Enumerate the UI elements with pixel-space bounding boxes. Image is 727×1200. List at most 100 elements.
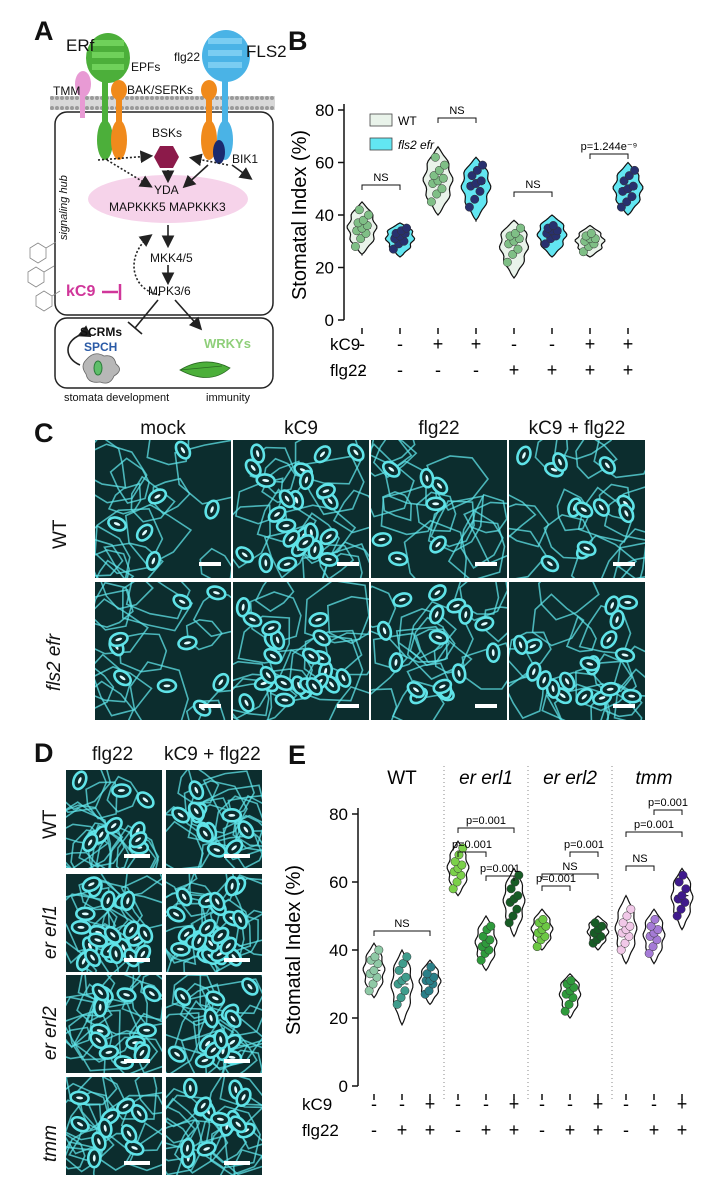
stomata-development-label: stomata development bbox=[64, 392, 170, 404]
pavement-cell bbox=[166, 820, 204, 868]
condition-sign: + bbox=[585, 334, 596, 354]
significance-label: NS bbox=[525, 179, 540, 191]
stoma bbox=[428, 604, 445, 625]
data-point bbox=[630, 165, 640, 175]
stoma bbox=[318, 552, 339, 567]
pavement-cell bbox=[600, 542, 645, 578]
data-point bbox=[508, 249, 518, 259]
stoma bbox=[175, 887, 193, 907]
scale-bar bbox=[124, 958, 150, 962]
pavement-cell bbox=[415, 491, 457, 533]
stoma bbox=[312, 629, 332, 647]
pavement-cell bbox=[174, 440, 231, 505]
data-point bbox=[616, 202, 626, 212]
stoma bbox=[111, 783, 132, 798]
stoma bbox=[235, 546, 255, 564]
stoma bbox=[273, 674, 294, 692]
condition-sign: + bbox=[593, 1094, 604, 1114]
nucleus-outline bbox=[54, 317, 274, 389]
pavement-cell bbox=[95, 680, 135, 720]
stoma bbox=[237, 820, 255, 839]
panel-d-row-label: er erl1 bbox=[40, 905, 61, 959]
condition-sign: - bbox=[435, 360, 441, 380]
condition-sign: - bbox=[511, 334, 517, 354]
fls2-receptor bbox=[201, 30, 250, 164]
stoma bbox=[552, 452, 568, 472]
pavement-cell bbox=[123, 874, 162, 904]
pavement-cell bbox=[616, 528, 645, 578]
stoma bbox=[406, 681, 426, 699]
significance-bracket bbox=[457, 827, 515, 833]
data-point bbox=[426, 197, 436, 207]
y-tick-label: 20 bbox=[315, 259, 334, 278]
pavement-cell bbox=[459, 509, 504, 570]
significance-bracket bbox=[513, 191, 553, 197]
pavement-cell bbox=[565, 615, 597, 653]
scale-bar bbox=[224, 1161, 250, 1165]
bak-serks-label: BAK/SERKs bbox=[127, 83, 194, 97]
stoma bbox=[516, 445, 532, 466]
scale-bar bbox=[475, 704, 497, 708]
data-point bbox=[672, 911, 682, 921]
stoma bbox=[429, 535, 447, 554]
data-point bbox=[677, 891, 687, 901]
micrograph-c bbox=[371, 440, 507, 578]
panel-c-column-header: flg22 bbox=[418, 418, 460, 439]
stoma bbox=[621, 688, 642, 704]
stoma bbox=[130, 1104, 148, 1123]
stoma bbox=[84, 948, 102, 968]
condition-sign: - bbox=[483, 1094, 489, 1114]
y-tick-label: 0 bbox=[339, 1077, 348, 1096]
pavement-cell bbox=[199, 547, 231, 578]
condition-sign: - bbox=[539, 1120, 545, 1140]
data-point bbox=[370, 952, 380, 962]
pavement-cell bbox=[171, 975, 216, 1011]
data-point bbox=[486, 921, 496, 931]
data-point bbox=[628, 181, 638, 191]
stoma bbox=[376, 620, 393, 641]
pavement-cell bbox=[175, 1134, 229, 1175]
stoma bbox=[174, 987, 192, 1007]
data-point bbox=[624, 171, 634, 181]
stoma bbox=[213, 1029, 229, 1050]
stoma bbox=[485, 642, 501, 663]
micrograph-d bbox=[66, 975, 162, 1073]
condition-sign: + bbox=[585, 360, 596, 380]
pavement-cell bbox=[415, 628, 456, 664]
data-point bbox=[674, 877, 684, 887]
data-point bbox=[646, 921, 656, 931]
data-point bbox=[422, 969, 432, 979]
y-axis-label: Stomatal Index (%) bbox=[283, 865, 305, 1035]
stoma bbox=[172, 593, 192, 610]
stoma bbox=[617, 595, 639, 610]
stoma bbox=[235, 597, 251, 618]
pavement-cell bbox=[103, 1036, 162, 1073]
genotype-header: WT bbox=[387, 768, 417, 789]
data-point bbox=[368, 979, 378, 989]
pavement-cell bbox=[146, 440, 190, 466]
data-point bbox=[476, 176, 486, 186]
data-point bbox=[622, 911, 632, 921]
stoma bbox=[235, 1087, 252, 1108]
pavement-cell bbox=[66, 1099, 99, 1152]
stoma bbox=[238, 693, 255, 713]
data-point bbox=[430, 152, 440, 162]
significance-bracket bbox=[589, 153, 629, 159]
bsks-label: BSKs bbox=[152, 126, 183, 140]
data-point bbox=[448, 884, 458, 894]
stoma bbox=[209, 891, 226, 912]
y-tick-label: 20 bbox=[329, 1009, 348, 1028]
pavement-cell bbox=[509, 527, 548, 578]
data-point bbox=[354, 205, 364, 215]
scale-bar bbox=[475, 562, 497, 566]
significance-label: p=0.001 bbox=[452, 839, 492, 851]
pavement-cell bbox=[577, 486, 634, 543]
yda-label: YDA bbox=[154, 183, 179, 197]
stoma bbox=[180, 1137, 195, 1159]
data-point bbox=[620, 938, 630, 948]
pavement-cell bbox=[192, 592, 231, 638]
stoma bbox=[182, 1077, 198, 1099]
stoma bbox=[137, 924, 154, 944]
condition-row-label: flg22 bbox=[302, 1121, 339, 1140]
y-tick-label: 80 bbox=[329, 805, 348, 824]
